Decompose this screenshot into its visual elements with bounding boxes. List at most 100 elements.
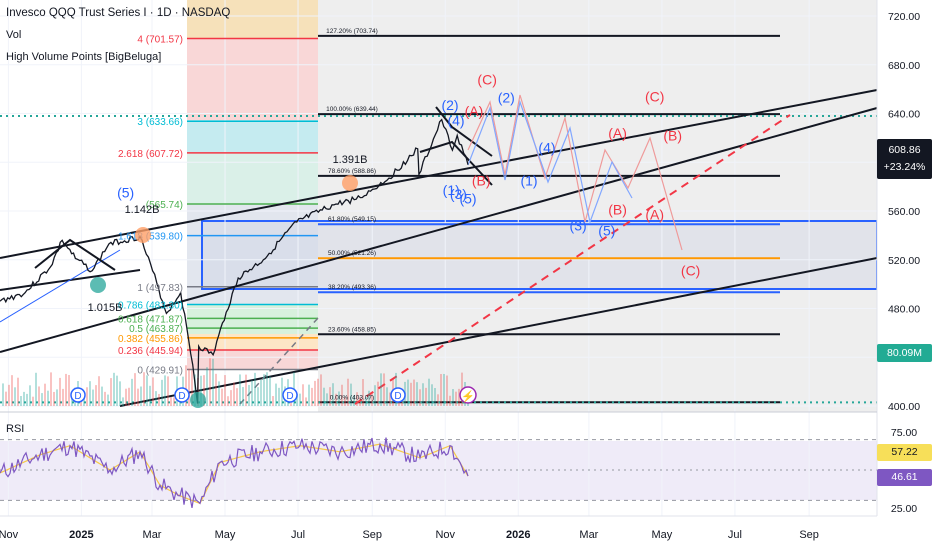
fib-left-label: 0.236 (445.94) [118,346,183,357]
volume-bar [23,391,25,406]
chart-title[interactable]: Invesco QQQ Trust Series I · 1D · NASDAQ [6,7,231,19]
x-tick-label: Nov [0,529,19,541]
volume-bar [14,387,16,406]
y-tick-label: 400.00 [888,401,920,413]
volume-bar [389,392,391,406]
wave-label-blue: (3) [570,218,587,234]
fib-left-label: 0.5 (463.87) [129,324,183,335]
high-volume-point-orange [135,227,151,243]
wave-label-blue: (2) [498,90,515,106]
volume-bar [314,380,316,406]
wave-label-red: (C) [681,263,700,279]
event-marker [459,386,477,404]
volume-bar [227,396,229,406]
volume-bar [35,372,37,406]
time-axis-bg [0,516,932,550]
volume-bar [386,387,388,406]
x-tick-label: May [652,529,673,541]
red-projection-path [467,94,683,251]
volume-bar [410,382,412,406]
volume-point-label: 1.015B [88,302,123,314]
wave-label-blue: (1) [443,182,460,198]
volume-bar [278,387,280,406]
fib-left-label: 0 (429.91) [137,366,183,377]
volume-bar [446,375,448,406]
fib-right-label: 100.00% (639.44) [326,106,378,113]
volume-bar [437,394,439,406]
volume-bar [374,385,376,406]
high-volume-point-green [190,392,206,408]
volume-bar [65,373,67,406]
wave-label-red: (C) [645,88,664,104]
volume-bar [32,396,34,406]
volume-bar [203,375,205,406]
wave-label-red: (B) [663,127,682,143]
volume-bar [371,391,373,406]
volume-bar [116,375,118,406]
x-tick-label: Sep [799,529,819,541]
volume-bar [38,386,40,406]
high-volume-point-orange [342,175,358,191]
volume-legend[interactable]: Vol [6,29,22,41]
wave-projection-paths [467,94,683,251]
y-tick-label: 520.00 [888,255,920,267]
volume-bar [62,388,64,406]
rsi-legend[interactable]: RSI [6,423,25,435]
fib-left-label: 3 (633.66) [137,117,183,128]
wedge-top [435,106,493,157]
x-tick-label: Jul [291,529,305,541]
y-tick-label: 720.00 [888,11,920,23]
volume-bar [233,382,235,406]
volume-bar [161,379,163,406]
volume-bar [44,383,46,406]
volume-bar [368,390,370,406]
wave-label-red: (B) [472,172,491,188]
volume-bar [347,378,349,406]
volume-bar [125,388,127,406]
indicator-legend[interactable]: High Volume Points [BigBeluga] [6,51,162,63]
volume-bar [170,397,172,406]
wave-label-red: (A) [465,103,484,119]
volume-bar [20,396,22,406]
fib-red-zone [187,38,318,120]
volume-point-label: 1.142B [125,204,160,216]
target-box[interactable] [201,220,878,290]
fib-left-label: 0.618 (471.87) [118,314,183,325]
volume-bar [215,373,217,406]
volume-bar [212,358,214,406]
volume-bar [5,391,7,406]
volume-bar [419,389,421,406]
wave-label-blue: (3) [450,186,467,202]
volume-bar [122,397,124,406]
volume-bar [137,388,139,406]
volume-bar [242,387,244,406]
volume-bar [119,381,121,406]
volume-point-label: 1.391B [333,154,368,166]
volume-bar [431,384,433,406]
wave-label-blue: (5) [117,185,134,201]
volume-bar [98,376,100,406]
volume-bar [275,383,277,406]
volume-bar [86,387,88,406]
volume-bar [167,376,169,406]
fib-left-label: 1 (497.83) [137,283,183,294]
volume-bar [56,389,58,406]
volume-bar [350,383,352,406]
dividend-marker-letter: D [394,391,401,402]
volume-bar [413,379,415,406]
dividend-marker [174,387,190,403]
volume-bar [281,377,283,406]
rsi-ma-tag: 57.22 [877,444,932,461]
volume-bar [185,365,187,406]
rsi-series [0,437,877,509]
volume-bar [2,383,4,406]
volume-bar [59,377,61,406]
lightning-icon: ⚡ [461,390,475,403]
volume-bar [131,378,133,406]
y-tick-label: 480.00 [888,304,920,316]
channel-line [119,257,878,407]
dividend-marker-letter: D [286,391,293,402]
blue-projection-path [467,99,633,225]
fib-cyan-zone [187,120,318,152]
